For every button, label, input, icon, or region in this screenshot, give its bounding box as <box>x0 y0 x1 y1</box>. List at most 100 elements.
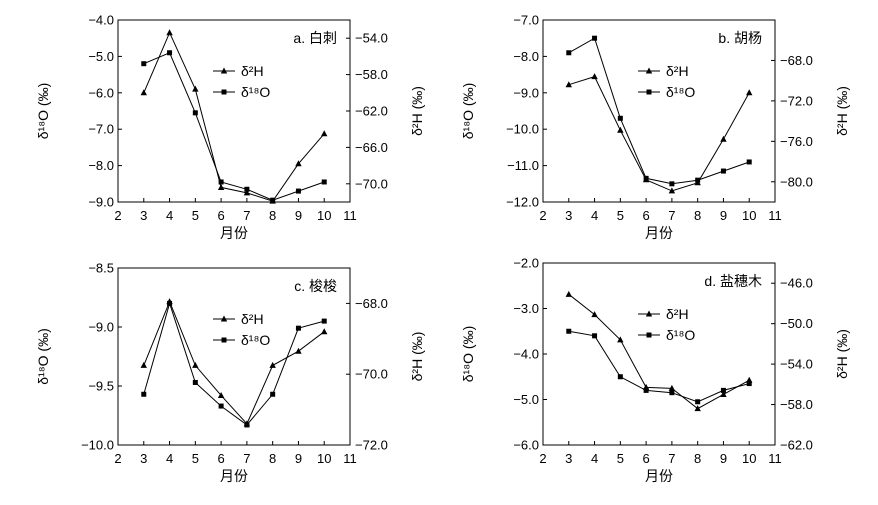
y-right-axis-label: δ²H (‰) <box>409 332 425 382</box>
y-right-tick-label: −66.0 <box>355 140 388 155</box>
x-tick-label: 3 <box>140 208 147 223</box>
y-left-tick-label: −9.0 <box>88 320 114 335</box>
x-tick-label: 2 <box>114 451 121 466</box>
x-tick-label: 2 <box>539 451 546 466</box>
legend-label: δ²H <box>241 63 264 79</box>
x-tick-label: 2 <box>114 208 121 223</box>
legend-label: δ²H <box>666 63 689 79</box>
square-point <box>244 186 250 192</box>
square-point <box>669 390 675 396</box>
y-right-tick-label: −80.0 <box>780 174 813 189</box>
x-tick-label: 7 <box>668 208 675 223</box>
y-right-tick-label: −54.0 <box>355 31 388 46</box>
y-left-tick-label: −8.0 <box>88 158 114 173</box>
panel-1: 2 3 4 5 6 7 8 9 10 11 −4.0 −5.0 −6.0 −7.0 −8.0 −9.0 −54.… <box>35 13 425 242</box>
y-right-tick-label: −72.0 <box>780 93 813 108</box>
triangle-point <box>217 183 225 190</box>
legend-marker <box>220 315 228 322</box>
y-left-tick-label: −5.0 <box>88 49 114 64</box>
x-tick-label: 8 <box>269 451 276 466</box>
x-tick-label: 11 <box>343 451 357 466</box>
y-right-tick-label: −68.0 <box>780 53 813 68</box>
legend-marker <box>646 89 652 95</box>
triangle-point <box>321 130 328 137</box>
x-tick-label: 10 <box>742 451 756 466</box>
legend: δ²H δ¹⁸O <box>213 311 270 348</box>
x-tick-label: 9 <box>295 208 302 223</box>
y-left-axis-label: δ¹⁸O (‰) <box>460 326 476 382</box>
y-right-tick-label: −68.0 <box>355 296 388 311</box>
y-left-tick-label: −11.0 <box>507 158 539 173</box>
y-left-tick-label: −8.5 <box>88 261 114 276</box>
triangle-point <box>192 85 199 92</box>
triangle-point <box>321 328 328 335</box>
square-point <box>295 188 301 194</box>
legend-marker <box>645 310 653 317</box>
triangle-point <box>617 336 624 343</box>
triangle-point <box>269 361 276 368</box>
series-d18o <box>566 35 752 187</box>
x-axis-label: 月份 <box>220 225 248 241</box>
y-left-tick-label: −10.0 <box>81 438 114 453</box>
square-point <box>141 61 147 67</box>
x-axis-label: 月份 <box>645 225 673 241</box>
x-tick-label: 8 <box>269 208 276 223</box>
square-point <box>643 175 649 181</box>
legend-label: δ¹⁸O <box>666 84 695 100</box>
triangle-point <box>720 390 727 397</box>
legend: δ²H δ¹⁸O <box>638 306 695 343</box>
x-tick-label: 10 <box>317 451 331 466</box>
y-left-axis-label: δ¹⁸O (‰) <box>460 83 476 139</box>
triangle-point <box>746 89 753 96</box>
plot-frame <box>542 19 776 203</box>
y-left-tick-label: −6.0 <box>513 438 539 453</box>
y-right-tick-label: −70.0 <box>355 367 388 382</box>
y-left-tick-label: −3.0 <box>513 301 539 316</box>
legend: δ²H δ¹⁸O <box>213 63 270 100</box>
x-tick-label: 4 <box>591 451 598 466</box>
series-d18o <box>141 300 327 428</box>
y-right-tick-label: −62.0 <box>355 104 388 119</box>
square-point <box>566 328 572 334</box>
y-right-tick-label: −76.0 <box>780 134 813 149</box>
square-point <box>617 374 623 380</box>
series-line <box>568 75 750 192</box>
x-tick-label: 5 <box>617 208 624 223</box>
x-tick-label: 7 <box>243 451 250 466</box>
y-left-tick-label: −6.0 <box>88 85 114 100</box>
y-right-tick-label: −58.0 <box>355 67 388 82</box>
series-d2h <box>140 29 328 204</box>
panel-4: 2 3 4 5 6 7 8 9 10 11 −2.0 −3.0 −4.0 −5.0 −6.0 −46.0 −50… <box>460 256 850 485</box>
x-tick-label: 10 <box>317 208 331 223</box>
panel-title: c. 梭梭 <box>294 278 337 294</box>
triangle-point <box>243 189 251 196</box>
square-point <box>192 110 198 116</box>
square-point <box>218 179 224 185</box>
x-tick-label: 3 <box>140 451 147 466</box>
y-right-tick-label: −70.0 <box>355 176 388 191</box>
square-point <box>592 333 598 339</box>
series-d2h <box>565 73 753 194</box>
legend-marker <box>220 67 228 74</box>
plot-frame <box>117 267 351 446</box>
y-right-tick-label: −72.0 <box>355 438 388 453</box>
x-tick-label: 4 <box>166 208 173 223</box>
triangle-point <box>140 361 147 368</box>
panel-title: d. 盐穗木 <box>704 273 762 289</box>
series-d2h <box>565 290 753 412</box>
series-line <box>143 52 325 201</box>
y-left-tick-label: −4.0 <box>88 13 114 28</box>
square-point <box>669 181 675 187</box>
y-right-tick-label: −62.0 <box>780 438 813 453</box>
y-left-tick-label: −7.0 <box>88 122 114 137</box>
triangle-point <box>140 89 147 96</box>
panel-title: b. 胡杨 <box>718 30 762 46</box>
legend-label: δ²H <box>241 311 264 327</box>
x-axis-label: 月份 <box>220 468 248 484</box>
series-line <box>568 330 750 403</box>
x-tick-label: 6 <box>217 208 224 223</box>
plot-frame <box>117 19 351 203</box>
series-d2h <box>140 298 328 427</box>
square-point <box>720 387 726 393</box>
y-left-tick-label: −7.0 <box>513 13 539 28</box>
